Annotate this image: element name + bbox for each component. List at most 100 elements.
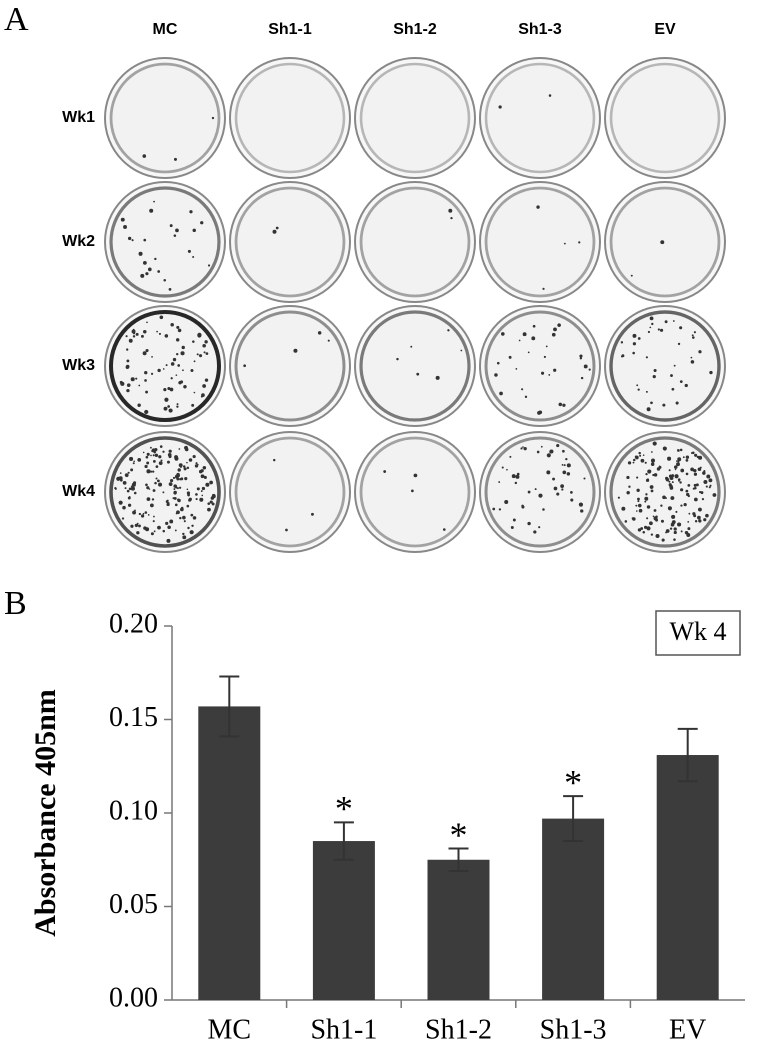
colony [499, 391, 503, 396]
plate-rim [484, 62, 596, 174]
colony [668, 483, 672, 487]
colony [670, 374, 673, 377]
colony [677, 522, 682, 527]
colony [413, 473, 418, 478]
colony [542, 508, 545, 511]
colony [692, 512, 696, 516]
colony [138, 512, 142, 516]
x-tick-label: Sh1-2 [425, 1014, 492, 1045]
colony [203, 351, 206, 354]
colony [131, 482, 136, 487]
colony [637, 337, 641, 340]
colony [130, 468, 134, 472]
significance-marker: * [335, 789, 353, 829]
colony [646, 407, 651, 412]
colony [557, 323, 561, 327]
colony [637, 388, 640, 391]
colony [448, 208, 453, 213]
colony [157, 270, 161, 273]
column-label: Sh1-1 [268, 21, 312, 38]
colony [145, 527, 150, 532]
colony [570, 491, 573, 494]
colony [177, 328, 182, 333]
colony [626, 475, 630, 480]
colony [157, 368, 161, 373]
colony [192, 340, 195, 343]
row-label: Wk3 [62, 357, 95, 374]
colony [285, 528, 288, 532]
colony [180, 477, 184, 481]
colony [200, 490, 203, 493]
colony [543, 355, 547, 359]
colony [679, 380, 683, 383]
plate-rim [359, 186, 471, 298]
column-label: EV [654, 21, 676, 38]
colony [179, 380, 184, 384]
colony [186, 504, 190, 508]
colony [162, 529, 166, 533]
error-bar [563, 795, 584, 843]
colony [653, 516, 658, 521]
colony [383, 470, 387, 473]
colony [644, 461, 647, 464]
colony [191, 403, 195, 407]
colony [175, 486, 178, 489]
colony [515, 367, 518, 370]
colony [164, 334, 169, 338]
colony [153, 200, 155, 203]
colony [673, 364, 676, 367]
colony [132, 462, 135, 465]
colony [703, 518, 707, 522]
colony [702, 471, 706, 475]
colony [186, 466, 190, 470]
colony [652, 515, 655, 518]
colony [687, 483, 691, 487]
bar [312, 841, 375, 1000]
colony [143, 330, 147, 334]
colony [182, 515, 186, 520]
colony [698, 455, 703, 460]
colony [163, 406, 168, 411]
colony [553, 368, 557, 372]
colony [169, 479, 174, 483]
colony [127, 471, 130, 474]
panel-label: B [4, 585, 27, 622]
colony [645, 356, 648, 359]
colony [196, 353, 199, 356]
colony [553, 327, 557, 332]
colony [649, 521, 653, 526]
colony [131, 239, 134, 242]
bar [542, 818, 605, 1000]
colony [677, 478, 681, 481]
colony [180, 352, 183, 355]
colony [673, 538, 676, 541]
colony [658, 465, 662, 469]
bar [427, 859, 490, 1000]
colony [205, 352, 209, 355]
colony [693, 483, 697, 487]
colony [152, 489, 156, 492]
colony [159, 445, 163, 448]
colony [642, 454, 645, 456]
colony [703, 470, 706, 473]
colony [662, 403, 666, 407]
colony [183, 520, 186, 523]
colony [685, 472, 689, 476]
colony [636, 384, 639, 387]
colony [645, 390, 648, 393]
colony [275, 226, 279, 230]
colony [645, 493, 648, 496]
colony [182, 532, 185, 536]
colony [687, 520, 690, 523]
colony [158, 455, 162, 459]
colony [651, 322, 654, 326]
colony [189, 210, 193, 214]
colony [664, 320, 668, 324]
colony [708, 478, 713, 483]
colony [146, 321, 148, 324]
colony [122, 480, 127, 485]
colony [172, 357, 177, 362]
column-label: Sh1-2 [393, 21, 437, 38]
colony [708, 486, 711, 489]
colony [207, 264, 211, 267]
